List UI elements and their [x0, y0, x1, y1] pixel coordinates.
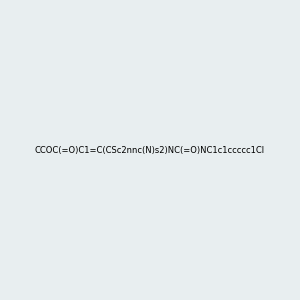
Text: CCOC(=O)C1=C(CSc2nnc(N)s2)NC(=O)NC1c1ccccc1Cl: CCOC(=O)C1=C(CSc2nnc(N)s2)NC(=O)NC1c1ccc…: [35, 146, 265, 154]
